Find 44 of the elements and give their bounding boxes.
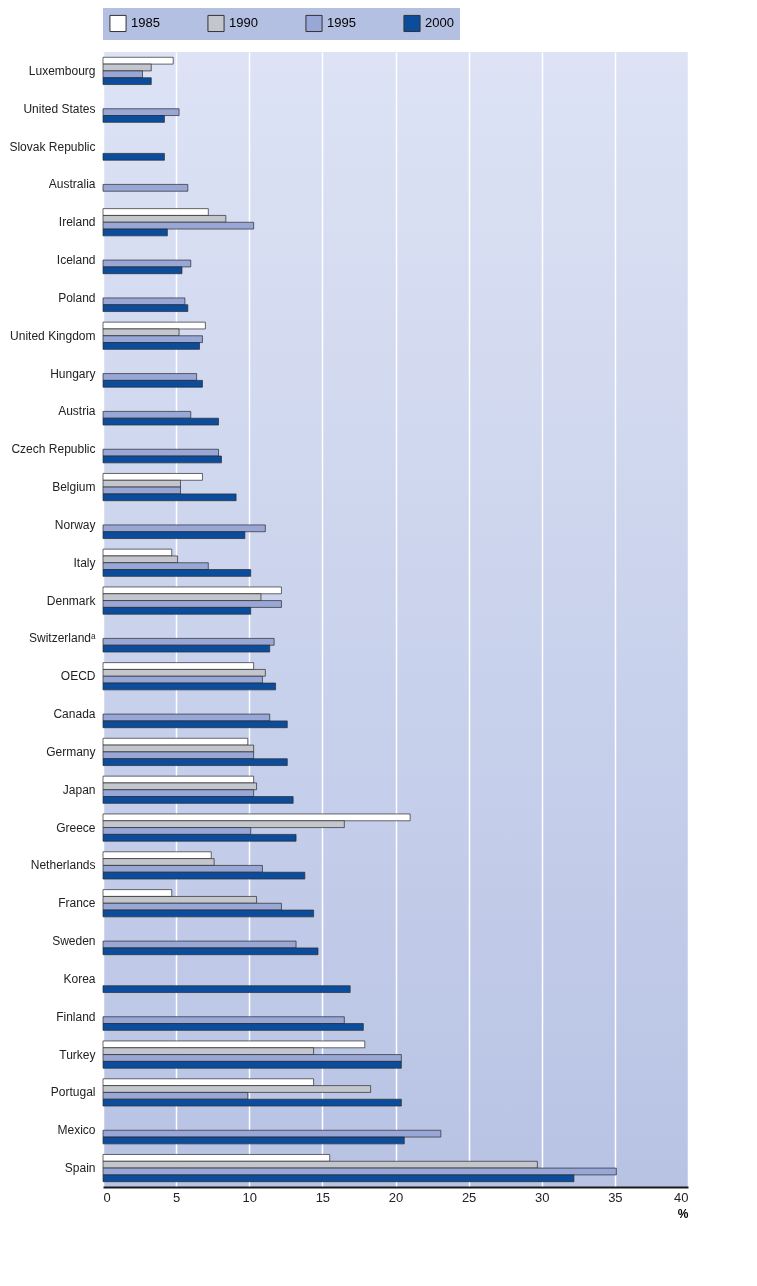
x-tick-label: 15 [315, 1189, 331, 1205]
y-tick-label: Japan [62, 782, 96, 797]
y-tick-label: Hungary [50, 366, 96, 381]
legend-label: 1995 [327, 15, 356, 31]
y-tick-label: Portugal [50, 1085, 96, 1100]
x-tick-label: 10 [242, 1189, 257, 1205]
x-tick-label: 40 [674, 1189, 689, 1205]
y-tick-label: Spain [64, 1161, 96, 1176]
y-tick-label: Turkey [59, 1047, 96, 1062]
y-tick-label: Mexico [57, 1123, 96, 1138]
y-tick-label: Sweden [52, 934, 96, 949]
y-tick-label: Netherlands [30, 858, 96, 873]
x-tick-label: 30 [535, 1189, 550, 1205]
y-tick-label: Canada [53, 707, 96, 722]
y-tick-label: Poland [58, 290, 96, 305]
y-tick-label: Australia [48, 177, 96, 192]
y-tick-label: Finland [56, 1009, 96, 1024]
y-tick-label: United Kingdom [10, 328, 96, 343]
x-tick-label: 25 [461, 1189, 477, 1205]
y-tick-label: United States [23, 101, 96, 116]
legend-label: 2000 [425, 15, 454, 31]
y-tick-label: Korea [63, 971, 96, 986]
y-tick-label: Italy [73, 555, 96, 570]
y-tick-label: Austria [58, 404, 96, 419]
y-tick-label: Czech Republic [11, 442, 96, 457]
x-tick-label: 20 [388, 1189, 404, 1205]
y-tick-label: Germany [46, 744, 96, 759]
x-tick-label: 5 [173, 1189, 181, 1205]
y-tick-label: France [58, 896, 96, 911]
y-tick-label: OECD [60, 669, 96, 684]
x-axis-title: % [677, 1206, 689, 1221]
y-tick-label: Switzerlandᵃ [29, 631, 97, 646]
y-tick-label: Slovak Republic [9, 139, 96, 154]
y-tick-label: Ireland [58, 215, 96, 230]
x-tick-label: 35 [608, 1189, 623, 1205]
y-tick-label: Norway [54, 517, 96, 532]
legend-label: 1985 [131, 15, 160, 31]
y-tick-label: Luxembourg [28, 63, 96, 78]
legend-label: 1990 [229, 15, 258, 31]
y-tick-label: Denmark [46, 593, 97, 608]
x-tick-label: 0 [103, 1189, 111, 1205]
y-tick-label: Iceland [56, 253, 96, 268]
y-tick-label: Greece [56, 820, 96, 835]
y-tick-label: Belgium [52, 480, 96, 495]
